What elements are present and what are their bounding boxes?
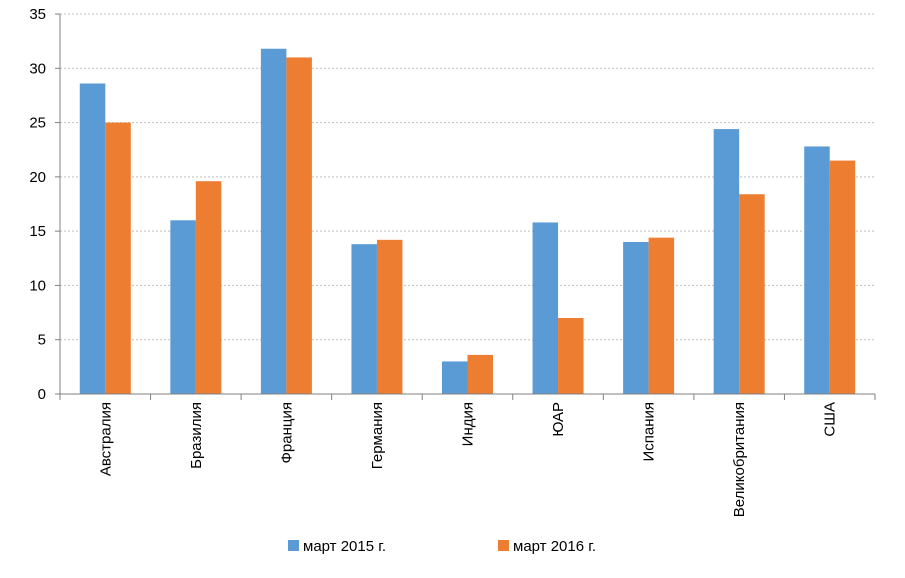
legend-swatch-2016 bbox=[498, 540, 509, 551]
y-tick-label: 20 bbox=[29, 169, 46, 186]
bar-2015-7 bbox=[713, 129, 740, 395]
bar-2015-6 bbox=[623, 242, 649, 394]
bar-2015-0 bbox=[79, 83, 106, 394]
bar-2015-1 bbox=[170, 220, 196, 394]
bar-2016-3 bbox=[376, 239, 403, 394]
x-category-label: Австралия bbox=[97, 402, 114, 476]
bar-2015-8 bbox=[804, 146, 830, 394]
y-tick-label: 25 bbox=[29, 115, 46, 132]
bar-2016-7 bbox=[739, 194, 765, 394]
axes bbox=[55, 13, 876, 400]
bar-2016-5 bbox=[558, 318, 584, 394]
y-tick-label: 35 bbox=[29, 6, 46, 23]
x-axis-labels: Австралия Бразилия Франция Германия Индия ЮАР… bbox=[97, 402, 838, 517]
bar-2016-2 bbox=[286, 57, 312, 395]
legend: март 2015 г. март 2016 г. bbox=[288, 538, 596, 555]
y-tick-label: 15 bbox=[29, 223, 46, 240]
bar-2016-1 bbox=[195, 181, 222, 394]
bar-2015-5 bbox=[532, 222, 559, 394]
bar-2015-2 bbox=[260, 48, 287, 394]
bar-2015-4 bbox=[442, 361, 468, 394]
legend-swatch-2015 bbox=[288, 540, 299, 551]
bar-2016-4 bbox=[467, 354, 493, 394]
bar-2015-3 bbox=[351, 244, 377, 394]
x-category-label: Великобритания bbox=[731, 402, 748, 517]
x-category-label: Германия bbox=[369, 402, 386, 469]
x-category-label: ЮАР bbox=[550, 402, 567, 437]
x-category-label: Бразилия bbox=[188, 402, 205, 469]
bar-2016-0 bbox=[105, 122, 131, 395]
y-axis-ticks: 0 5 10 15 20 25 30 35 bbox=[29, 6, 46, 403]
bar-2016-8 bbox=[829, 160, 856, 394]
bar-2016-6 bbox=[648, 237, 675, 394]
y-tick-label: 5 bbox=[38, 332, 46, 349]
y-tick-label: 0 bbox=[38, 386, 46, 403]
x-category-label: Индия bbox=[460, 402, 477, 446]
x-category-label: Испания bbox=[641, 402, 658, 462]
legend-label-2015: март 2015 г. bbox=[303, 538, 386, 555]
bars bbox=[79, 48, 856, 395]
y-tick-label: 30 bbox=[29, 60, 46, 77]
legend-label-2016: март 2016 г. bbox=[513, 538, 596, 555]
x-category-label: США bbox=[822, 402, 839, 437]
y-tick-label: 10 bbox=[29, 277, 46, 294]
x-category-label: Франция bbox=[278, 402, 295, 463]
